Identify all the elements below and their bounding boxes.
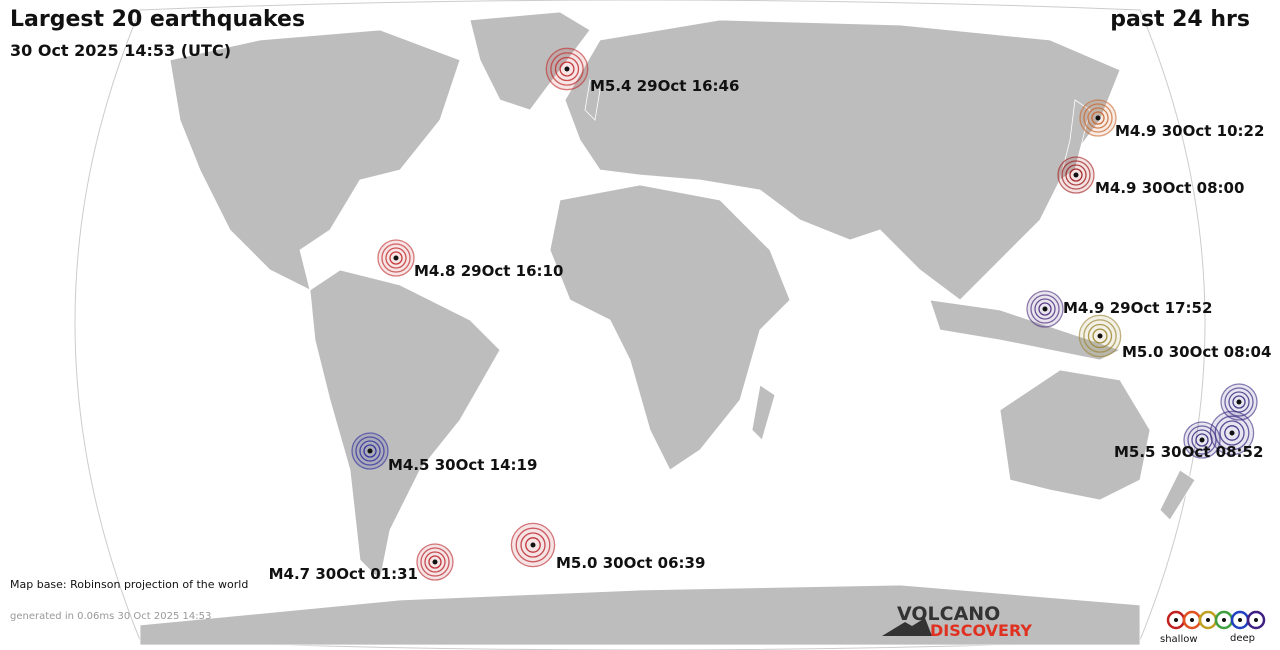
marker-ring [554, 56, 580, 82]
marker-center [1042, 306, 1048, 312]
marker-ring [359, 440, 381, 462]
marker-ring [550, 52, 584, 86]
marker-center [530, 542, 536, 548]
marker-ring [525, 537, 541, 553]
marker-ring [1219, 420, 1245, 446]
marker-ring [1087, 323, 1113, 349]
marker-ring [381, 243, 411, 273]
marker-ring [515, 527, 551, 563]
marker-ring [1191, 429, 1213, 451]
marker-ring [1083, 319, 1117, 353]
event-label: M4.9 30Oct 08:00 [1095, 179, 1244, 197]
generated: generated in 0.06ms 30 Oct 2025 14:53 [10, 611, 211, 622]
legend-dot [1222, 618, 1226, 622]
legend-ring [1246, 610, 1266, 630]
legend-shallow: shallow [1160, 634, 1198, 645]
marker-ring [363, 444, 377, 458]
marker-center [1236, 399, 1242, 405]
legend-dot [1206, 618, 1210, 622]
marker-ring [1214, 415, 1250, 451]
marker-center [1199, 437, 1205, 443]
marker-ring [385, 247, 407, 269]
event-label: M5.4 29Oct 16:46 [590, 77, 739, 95]
marker-ring [355, 436, 385, 466]
event-label: M4.7 30Oct 01:31 [269, 565, 418, 583]
legend-dot [1174, 618, 1178, 622]
marker-ring [1224, 425, 1240, 441]
marker-ring [1030, 294, 1060, 324]
marker-ring [1038, 302, 1052, 316]
marker-ring [424, 551, 446, 573]
marker-ring [389, 251, 403, 265]
marker-center [432, 559, 438, 565]
marker-center [1073, 172, 1079, 178]
marker-ring [420, 547, 450, 577]
event-label: M4.9 29Oct 17:52 [1063, 299, 1212, 317]
marker-ring [1187, 425, 1217, 455]
marker-ring [1091, 111, 1105, 125]
period: past 24 hrs [1110, 7, 1250, 32]
marker-ring [1061, 160, 1091, 190]
legend-deep: deep [1230, 633, 1255, 644]
marker-center [367, 448, 373, 454]
marker-center [1229, 430, 1235, 436]
marker-ring [1034, 298, 1056, 320]
legend-dot [1190, 618, 1194, 622]
event-label: M4.9 30Oct 10:22 [1115, 122, 1264, 140]
event-label: M5.5 30Oct 08:52 [1114, 443, 1263, 461]
timestamp: 30 Oct 2025 14:53 (UTC) [10, 41, 231, 60]
logo-mountain [882, 618, 932, 636]
logo-volcano: VOLCANO [897, 603, 1000, 625]
marker-ring [520, 532, 546, 558]
legend-dot [1254, 618, 1258, 622]
marker-center [393, 255, 399, 261]
map-base: Map base: Robinson projection of the wor… [10, 578, 248, 591]
marker-center [564, 66, 570, 72]
marker-ring [1195, 433, 1209, 447]
marker-ring [1069, 168, 1083, 182]
title: Largest 20 earthquakes [10, 7, 305, 32]
event-label: M4.5 30Oct 14:19 [388, 456, 537, 474]
event-label: M5.0 30Oct 08:04 [1122, 343, 1271, 361]
marker-ring [1224, 387, 1254, 417]
marker-ring [559, 61, 575, 77]
marker-ring [1087, 107, 1109, 129]
event-label: M4.8 29Oct 16:10 [414, 262, 563, 280]
marker-ring [1092, 328, 1108, 344]
marker-ring [1083, 103, 1113, 133]
marker-center [1095, 115, 1101, 121]
event-label: M5.0 30Oct 06:39 [556, 554, 705, 572]
logo-discovery: DISCOVERY [930, 621, 1032, 640]
marker-center [1097, 333, 1103, 339]
legend-dot [1238, 618, 1242, 622]
marker-ring [428, 555, 442, 569]
marker-ring [1232, 395, 1246, 409]
marker-ring [1065, 164, 1087, 186]
land [139, 11, 1196, 646]
